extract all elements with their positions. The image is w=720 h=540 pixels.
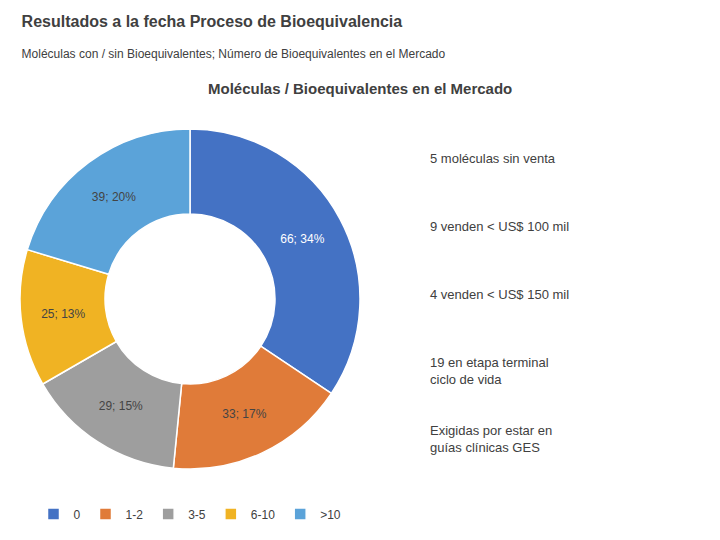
svg-text:29; 15%: 29; 15% (99, 399, 143, 413)
svg-text:5 moléculas sin venta: 5 moléculas sin venta (430, 151, 556, 166)
svg-text:3-5: 3-5 (188, 508, 206, 522)
svg-text:Moléculas con / sin Bioequival: Moléculas con / sin Bioequivalentes; Núm… (22, 47, 446, 61)
svg-text:>10: >10 (320, 508, 341, 522)
svg-text:39; 20%: 39; 20% (92, 190, 136, 204)
svg-text:0: 0 (74, 508, 81, 522)
svg-text:19 en etapa terminalciclo de v: 19 en etapa terminalciclo de vida (430, 355, 549, 387)
svg-text:6-10: 6-10 (251, 508, 275, 522)
svg-text:25; 13%: 25; 13% (41, 307, 85, 321)
svg-text:9 venden < US$ 100 mil: 9 venden < US$ 100 mil (430, 219, 569, 234)
svg-text:33; 17%: 33; 17% (222, 407, 266, 421)
svg-text:66; 34%: 66; 34% (280, 232, 324, 246)
svg-text:Resultados a la fecha Proceso: Resultados a la fecha Proceso de Bioequi… (22, 13, 403, 30)
svg-text:4 venden < US$ 150 mil: 4 venden < US$ 150 mil (430, 287, 569, 302)
svg-text:1-2: 1-2 (126, 508, 144, 522)
svg-text:Exigidas por estar enguías clí: Exigidas por estar enguías clínicas GES (430, 423, 552, 455)
svg-text:Moléculas / Bioequivalentes en: Moléculas / Bioequivalentes en el Mercad… (208, 80, 512, 97)
